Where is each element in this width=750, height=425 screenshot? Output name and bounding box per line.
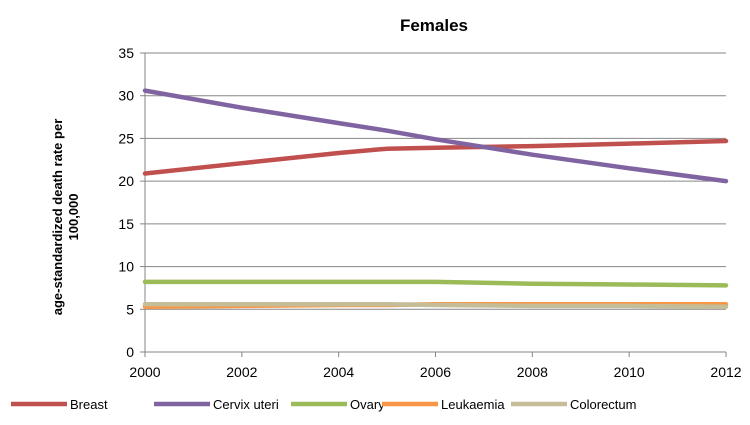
legend-item-ovary: Ovary — [291, 397, 385, 412]
gridlines — [145, 52, 726, 310]
legend-label: Leukaemia — [441, 397, 505, 412]
x-tick-label: 2010 — [614, 364, 645, 380]
legend-label: Colorectum — [570, 397, 636, 412]
series-line-colorectum — [142, 301, 729, 309]
legend-label: Cervix uteri — [213, 397, 279, 412]
y-tick-label: 15 — [118, 216, 134, 232]
y-tick-label: 0 — [126, 344, 134, 360]
axes — [140, 52, 727, 357]
chart-title: Females — [400, 16, 468, 35]
y-axis-label-line-2: 100,000 — [66, 194, 81, 241]
series-lines — [142, 88, 729, 309]
y-tick-label: 35 — [118, 45, 134, 61]
y-tick-label: 20 — [118, 173, 134, 189]
series-line-cervix-uteri — [142, 88, 729, 184]
x-tick-label: 2004 — [323, 364, 354, 380]
legend-label: Breast — [70, 397, 108, 412]
x-tick-label: 2002 — [226, 364, 257, 380]
y-tick-label: 25 — [118, 130, 134, 146]
y-tick-label: 30 — [118, 88, 134, 104]
legend-item-breast: Breast — [11, 397, 108, 412]
y-tick-label: 10 — [118, 259, 134, 275]
y-tick-labels: 0 5 10 15 20 25 30 35 — [118, 45, 134, 360]
x-tick-labels: 2000 2002 2004 2006 2008 2010 2012 — [129, 364, 741, 380]
y-tick-label: 5 — [126, 301, 134, 317]
legend-item-leukaemia: Leukaemia — [382, 397, 505, 412]
y-axis-label-line-1: age-standardized death rate per — [50, 119, 65, 316]
x-tick-label: 2008 — [517, 364, 548, 380]
legend-item-cervix-uteri: Cervix uteri — [154, 397, 279, 412]
series-line-breast — [142, 138, 729, 176]
legend-label: Ovary — [350, 397, 385, 412]
y-axis-label: age-standardized death rate per 100,000 — [50, 119, 81, 316]
x-tick-label: 2006 — [420, 364, 451, 380]
series-line-ovary — [142, 279, 729, 288]
legend-item-colorectum: Colorectum — [511, 397, 636, 412]
x-tick-label: 2000 — [129, 364, 160, 380]
legend: Breast Cervix uteri Ovary Leukaemia Colorect… — [11, 397, 636, 412]
x-tick-label: 2012 — [710, 364, 741, 380]
